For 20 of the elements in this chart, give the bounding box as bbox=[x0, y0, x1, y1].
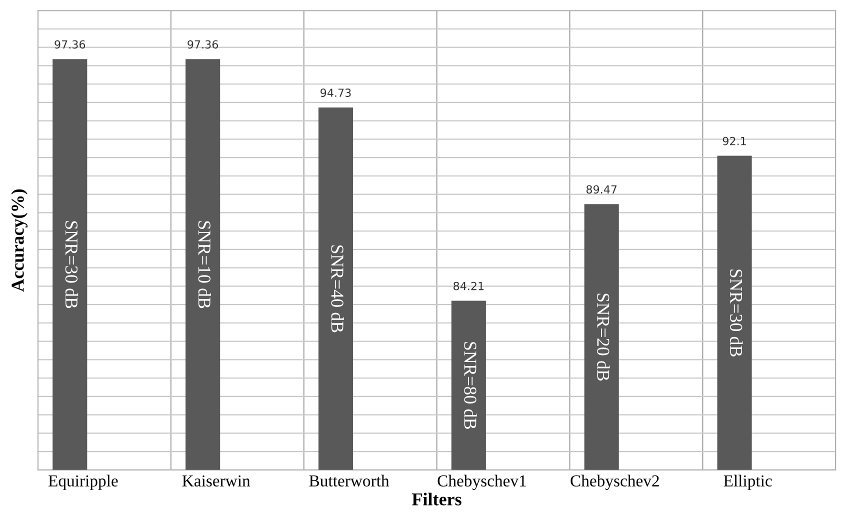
annotation: SNR=30 dB bbox=[65, 221, 78, 308]
annotation: SNR=40 dB bbox=[331, 245, 344, 332]
x-tick-label: Elliptic bbox=[724, 474, 772, 490]
data-label: 97.36 bbox=[188, 40, 218, 49]
annotation: SNR=80 dB bbox=[464, 342, 477, 429]
x-tick-label: Chebyschev1 bbox=[438, 474, 526, 490]
data-label: 92.1 bbox=[722, 136, 746, 146]
x-tick-label: Chebyschev2 bbox=[570, 474, 659, 490]
y-axis-title: Accuracy(%) bbox=[11, 189, 28, 292]
data-label: 94.73 bbox=[320, 88, 351, 97]
x-axis-title: Filters bbox=[412, 492, 462, 506]
data-label: 89.47 bbox=[586, 185, 617, 194]
annotation: SNR=20 dB bbox=[597, 294, 610, 381]
data-label: 97.36 bbox=[54, 40, 86, 49]
annotation: SNR=10 dB bbox=[198, 221, 211, 308]
data-label: 84.21 bbox=[454, 282, 484, 290]
annotation: SNR=30 dB bbox=[730, 270, 743, 356]
x-tick-label: Equiripple bbox=[48, 474, 118, 490]
x-tick-label: Kaiserwin bbox=[182, 475, 250, 487]
x-tick-label: Butterworth bbox=[309, 474, 390, 487]
